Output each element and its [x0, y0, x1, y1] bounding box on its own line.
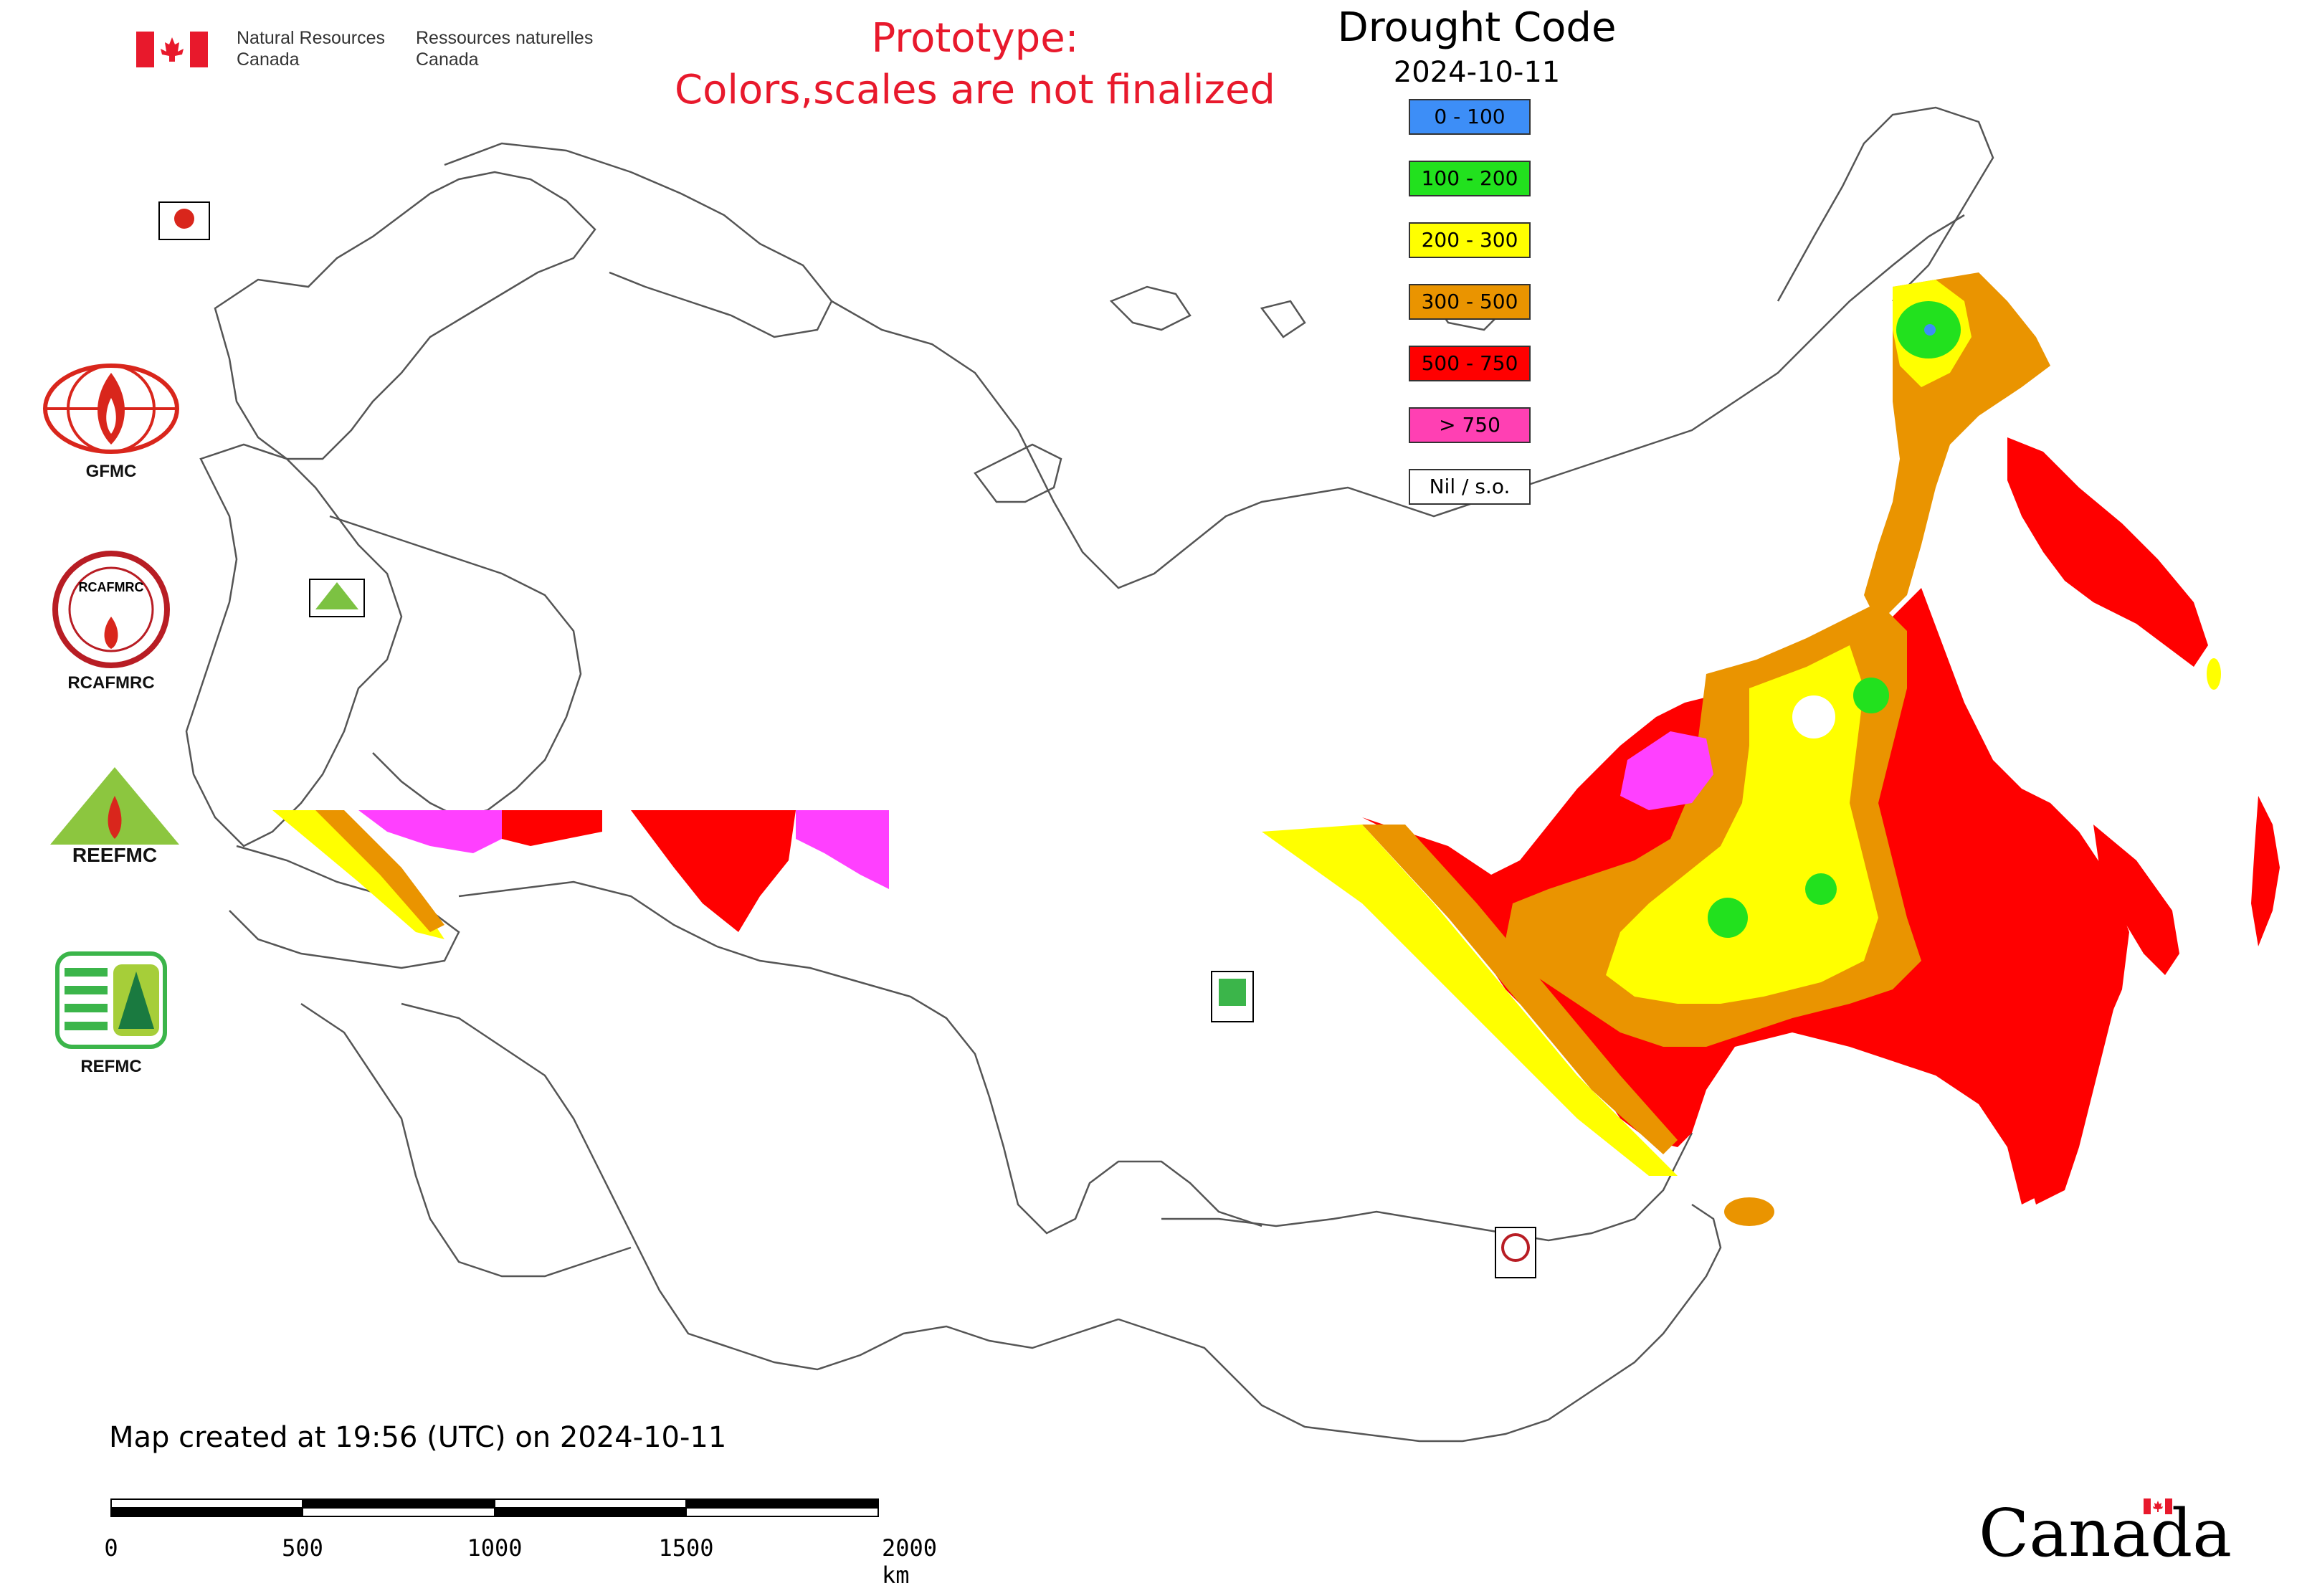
department-fr-line2: Canada [416, 49, 479, 70]
raster-korea-orange [1724, 1197, 1774, 1226]
china-outline [1118, 1203, 1722, 1443]
central-asia-south [401, 1002, 1119, 1371]
scale-label-2000: 2000 km [882, 1534, 938, 1589]
wordmark-flag-icon [2144, 1498, 2172, 1514]
scandinavia-outline [214, 171, 596, 460]
raster-green-patch-2 [1708, 898, 1748, 938]
raster-west-red [502, 810, 602, 846]
scale-label-1000: 1000 [467, 1534, 523, 1562]
legend: Drought Code 2024-10-11 0 - 100 100 - 20… [1319, 0, 1635, 516]
map-station-badges [158, 201, 1536, 1278]
raster-okhotsk-red [2093, 825, 2179, 975]
rcafmrc-logo: RCAFMRC RCAFMRC [43, 548, 179, 693]
reefmc-lettering: REEFMC [72, 844, 157, 866]
legend-item-0-100: 0 - 100 [1409, 99, 1531, 135]
gfmc-badge-icon [174, 209, 194, 229]
raster-west-magenta [358, 810, 502, 853]
scale-label-500: 500 [282, 1534, 323, 1562]
europe-borders [185, 443, 403, 847]
prototype-line2: Colors,scales are not finalized [675, 67, 1275, 113]
scale-bar: 0 500 1000 1500 2000 km [104, 1495, 968, 1589]
refmc-label: REFMC [80, 1057, 142, 1076]
kola-outline [444, 142, 833, 338]
raster-streaks-yellow-west [272, 810, 444, 939]
gfmc-emblem-icon [43, 364, 179, 454]
rcafmrc-label: RCAFMRC [67, 673, 155, 693]
raster-amur-red [1979, 810, 2122, 1205]
raster-green-patch-4 [1853, 678, 1889, 713]
central-europe-borders [329, 515, 582, 819]
raster-nil-patch [1792, 695, 1835, 738]
canada-flag-icon [136, 32, 208, 67]
legend-item-over-750: > 750 [1409, 407, 1531, 443]
novaya-zemlya [974, 443, 1062, 503]
goc-signature: Natural Resources Canada Ressources natu… [136, 27, 624, 77]
legend-item-500-750: 500 - 750 [1409, 346, 1531, 381]
raster-kuril-red [2251, 796, 2280, 946]
ukraine-region [229, 845, 460, 969]
raster-island-yellow [2207, 658, 2221, 690]
russia-north-coast [831, 214, 1965, 589]
legend-item-200-300: 200 - 300 [1409, 222, 1531, 258]
raster-blue-dot [1924, 324, 1936, 336]
scale-bar-graphic [110, 1498, 879, 1517]
legend-title: Drought Code [1337, 4, 1617, 51]
middle-east-borders [300, 1002, 632, 1278]
canada-wordmark: Canada [1979, 1495, 2232, 1572]
reefmc-logo: REEFMC [36, 760, 194, 870]
rcafmrc-badge-text: RCAFMRC [79, 580, 144, 594]
rcafmrc-emblem-icon: RCAFMRC [52, 551, 170, 668]
kazakhstan-outline [458, 880, 1262, 1235]
prototype-notice: Prototype: Colors,scales are not finaliz… [602, 13, 1348, 116]
raster-west-magenta-2 [796, 810, 889, 889]
department-fr-line1: Ressources naturelles [416, 28, 594, 48]
rcafmrc-badge-icon [1501, 1233, 1530, 1262]
gfmc-label: GFMC [85, 462, 137, 481]
raster-magenta-patch [1620, 731, 1713, 810]
department-name-fr: Ressources naturelles Canada [416, 27, 593, 70]
reefmc-badge-icon [315, 582, 358, 609]
raster-west-red-2 [631, 810, 796, 932]
gfmc-logo: GFMC [36, 358, 186, 482]
scale-label-0: 0 [104, 1534, 118, 1562]
department-name-en: Natural Resources Canada [237, 27, 385, 70]
legend-date: 2024-10-11 [1393, 56, 1561, 89]
mongolia-outline [1161, 1132, 1693, 1242]
refmc-badge-icon [1219, 979, 1246, 1006]
prototype-line1: Prototype: [871, 15, 1079, 62]
raster-green-patch-3 [1805, 873, 1837, 905]
country-borders [185, 106, 1994, 1443]
reefmc-emblem-icon: REEFMC [43, 767, 186, 866]
legend-item-nil: Nil / s.o. [1409, 469, 1531, 505]
legend-item-100-200: 100 - 200 [1409, 161, 1531, 196]
department-en-line1: Natural Resources [237, 28, 386, 48]
raster-streaks-orange [1362, 825, 1678, 1154]
department-en-line2: Canada [237, 49, 300, 70]
legend-item-300-500: 300 - 500 [1409, 284, 1531, 320]
raster-streaks-yellow [1262, 825, 1678, 1176]
map-created-timestamp: Map created at 19:56 (UTC) on 2024-10-11 [109, 1421, 727, 1454]
drought-code-raster [272, 272, 2280, 1226]
chukotka-outline [1777, 106, 1994, 302]
refmc-logo: REFMC [50, 946, 172, 1077]
raster-kamchatka [2007, 437, 2208, 667]
raster-streaks-orange-west [315, 810, 444, 932]
scale-label-1500: 1500 [658, 1534, 714, 1562]
refmc-emblem-icon [55, 951, 167, 1049]
